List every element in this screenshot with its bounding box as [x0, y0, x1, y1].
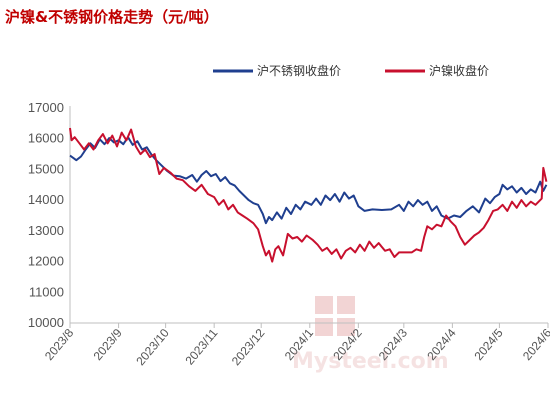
y-tick-label: 10000: [28, 315, 64, 330]
x-tick-label: 2023/8: [42, 326, 77, 363]
x-tick-label: 2023/10: [133, 326, 172, 368]
y-tick-label: 16000: [28, 131, 64, 146]
series-layer: [69, 127, 548, 263]
x-tick-label: 2024/6: [520, 326, 550, 363]
y-tick-label: 14000: [28, 192, 64, 207]
series-line-1: [69, 136, 548, 225]
legend: 沪不锈钢收盘价 沪镍收盘价: [213, 63, 489, 78]
y-tick-label: 12000: [28, 254, 64, 269]
y-tick-label: 17000: [28, 100, 64, 115]
y-tick-label: 13000: [28, 223, 64, 238]
series-line-2: [69, 127, 548, 263]
legend-label: 沪镍收盘价: [429, 63, 489, 78]
x-tick-label: 2023/12: [229, 326, 268, 368]
y-tick-label: 15000: [28, 161, 64, 176]
legend-label: 沪不锈钢收盘价: [257, 63, 341, 78]
y-tick-label: 11000: [29, 284, 64, 299]
x-tick-label: 2023/11: [182, 326, 220, 368]
x-tick-label: 2023/9: [91, 326, 126, 363]
x-tick-label: 2024/5: [471, 326, 506, 363]
watermark-text: Mysteel.com: [292, 349, 449, 374]
chart-title: 沪镍&不锈钢价格走势（元/吨）: [5, 8, 219, 26]
